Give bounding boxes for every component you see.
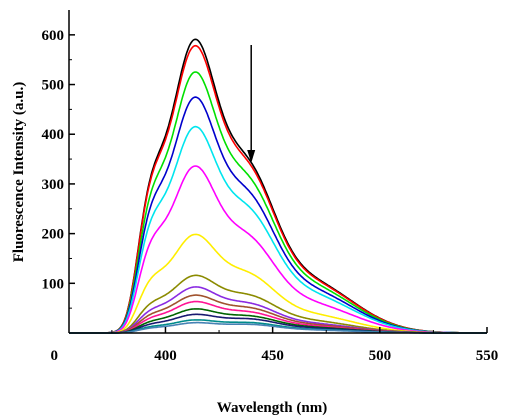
x-tick-label: 450 xyxy=(261,348,284,364)
y-tick-label: 400 xyxy=(42,127,65,143)
y-tick-label: 0 xyxy=(51,348,59,364)
y-tick-label: 100 xyxy=(42,276,65,292)
x-tick-label: 550 xyxy=(476,348,499,364)
x-axis-title: Wavelength (nm) xyxy=(217,400,327,416)
y-tick-label: 600 xyxy=(42,28,65,44)
y-tick-label: 300 xyxy=(42,177,65,193)
axes-layer xyxy=(68,10,488,334)
series-line-2 xyxy=(69,44,487,334)
series-line-4 xyxy=(69,96,487,334)
series-line-5 xyxy=(69,125,487,334)
x-tick-label: 400 xyxy=(154,348,177,364)
y-axis-title: Fluorescence Intensity (a.u.) xyxy=(11,82,27,263)
labels-layer: 0 100 200 300 400 500 600 400 450 500 550 xyxy=(42,28,499,364)
decrease-arrow-head xyxy=(247,150,256,163)
y-tick-label: 500 xyxy=(42,78,65,94)
x-tick-label: 500 xyxy=(369,348,392,364)
series-layer xyxy=(69,38,487,334)
y-tick-label: 200 xyxy=(42,227,65,243)
